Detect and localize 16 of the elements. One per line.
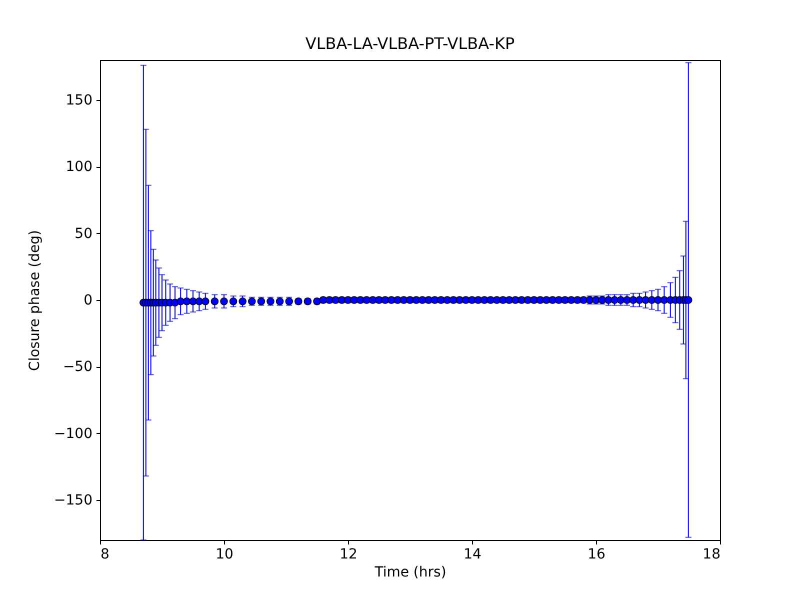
y-tick-label: 50 — [74, 226, 92, 242]
y-tick-label: 0 — [84, 292, 92, 308]
x-tick-label: 18 — [702, 546, 720, 562]
x-tick-label: 10 — [216, 546, 234, 562]
y-tick-label: −100 — [54, 426, 92, 442]
y-tick-label: −50 — [62, 359, 92, 376]
x-tick-label: 16 — [588, 546, 606, 562]
x-tick-label: 14 — [464, 546, 482, 562]
x-tick-label: 8 — [100, 546, 110, 562]
chart-title: VLBA-LA-VLBA-PT-VLBA-KP — [305, 34, 515, 53]
x-axis-title: Time (hrs) — [374, 564, 446, 580]
y-tick-label: 150 — [66, 92, 92, 108]
y-tick-label: −150 — [54, 492, 92, 508]
x-tick-label: 12 — [340, 546, 358, 562]
y-axis-title: Closure phase (deg) — [27, 230, 44, 371]
y-tick-label: 100 — [66, 159, 92, 176]
